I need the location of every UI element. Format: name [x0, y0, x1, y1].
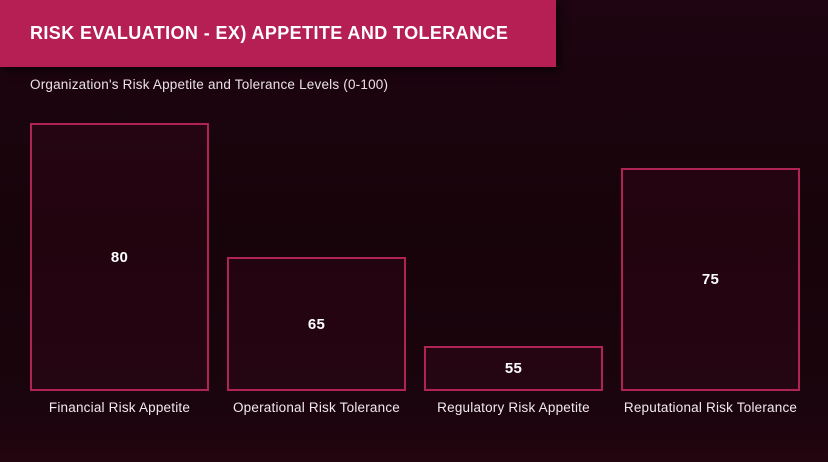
- bar: 80: [30, 123, 209, 391]
- bar-category-label: Operational Risk Tolerance: [232, 400, 401, 415]
- page-title: RISK EVALUATION - EX) APPETITE AND TOLER…: [30, 23, 509, 43]
- bar-value-label: 65: [307, 315, 326, 333]
- bar-category-label: Reputational Risk Tolerance: [623, 400, 798, 415]
- bar: 55: [424, 346, 603, 391]
- title-banner: RISK EVALUATION - EX) APPETITE AND TOLER…: [0, 0, 556, 67]
- bar-category-label: Regulatory Risk Appetite: [437, 400, 590, 415]
- bar: 75: [621, 168, 800, 391]
- bar: 65: [227, 257, 406, 391]
- bar-value-label: 55: [504, 360, 523, 377]
- chart-subtitle: Organization's Risk Appetite and Toleran…: [30, 77, 389, 92]
- bar-value-label: 80: [110, 248, 129, 266]
- bar-value-label: 75: [701, 271, 720, 288]
- bar-category-label: Financial Risk Appetite: [48, 400, 191, 415]
